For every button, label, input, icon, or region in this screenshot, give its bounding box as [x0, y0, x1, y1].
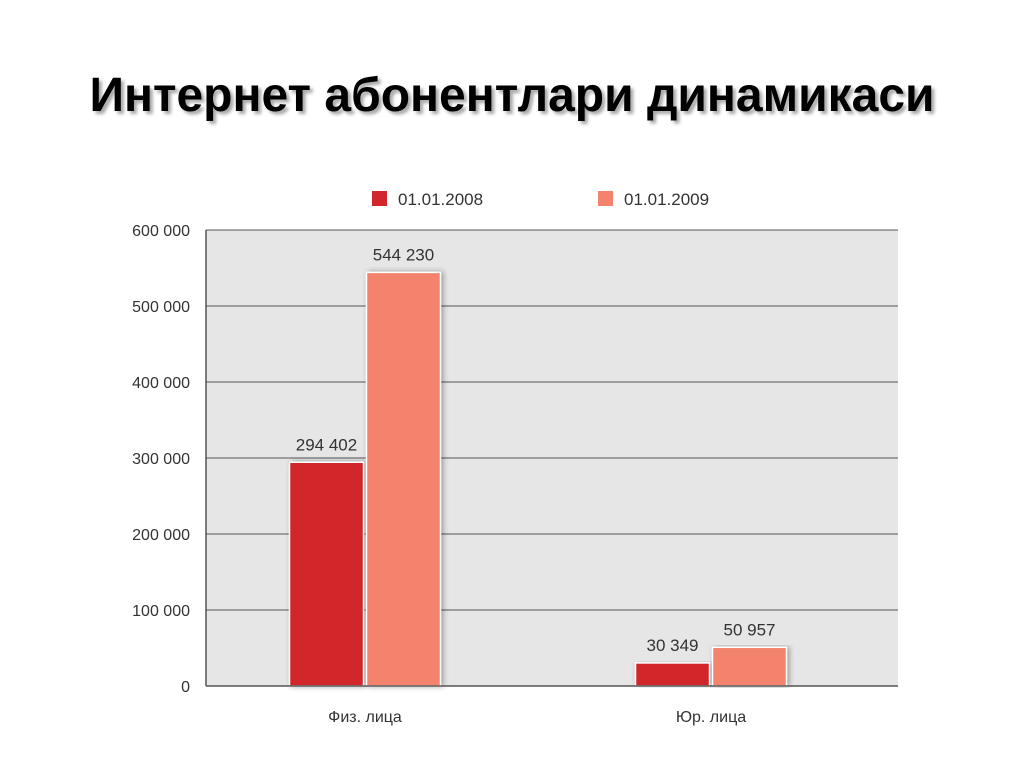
data-label: 544 230	[373, 245, 434, 264]
bar	[288, 461, 365, 687]
y-tick-label: 200 000	[132, 527, 190, 544]
legend-label: 01.01.2009	[624, 190, 709, 209]
y-tick-label: 300 000	[132, 451, 190, 468]
data-label: 50 957	[724, 620, 776, 639]
bar	[365, 271, 442, 687]
legend-swatch	[598, 191, 613, 206]
legend-swatch	[372, 191, 387, 206]
category-label: Юр. лица	[676, 709, 746, 726]
y-tick-label: 400 000	[132, 375, 190, 392]
y-tick-label: 0	[181, 679, 190, 696]
category-label: Физ. лица	[328, 709, 402, 726]
y-tick-label: 600 000	[132, 223, 190, 240]
bar	[711, 646, 788, 687]
page-title: Интернет абонентлари динамикаси	[89, 69, 935, 122]
y-tick-label: 100 000	[132, 603, 190, 620]
y-tick-label: 500 000	[132, 299, 190, 316]
bar	[634, 662, 711, 687]
data-label: 294 402	[296, 435, 357, 454]
data-label: 30 349	[647, 636, 699, 655]
legend-label: 01.01.2008	[398, 190, 483, 209]
